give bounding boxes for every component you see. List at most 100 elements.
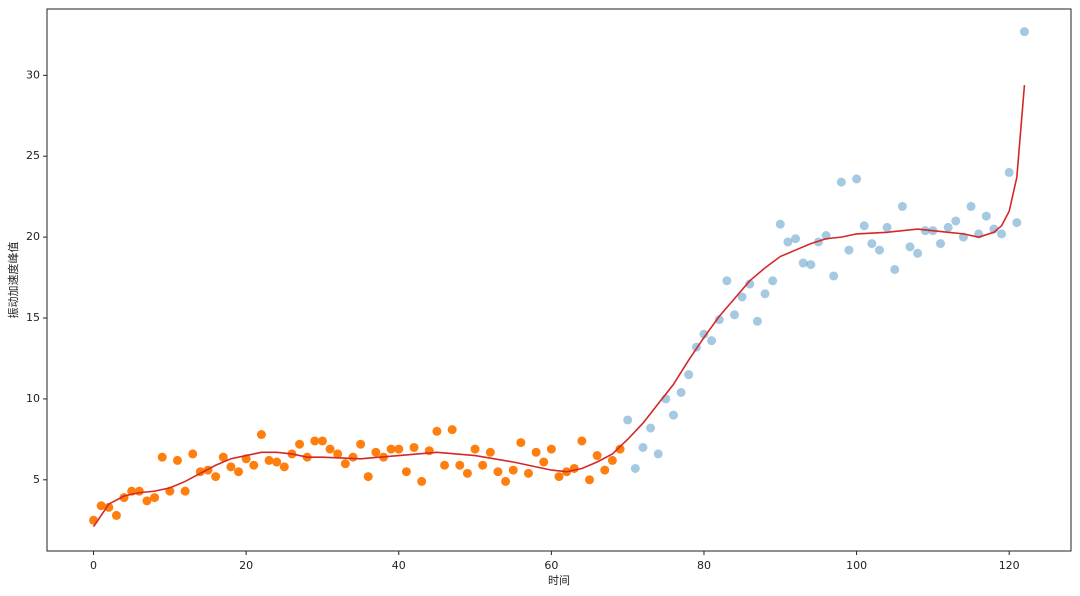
scatter-point xyxy=(737,292,747,302)
scatter-point xyxy=(333,449,343,459)
scatter-point xyxy=(501,476,511,486)
scatter-point xyxy=(783,237,793,247)
scatter-point xyxy=(295,439,305,449)
scatter-point xyxy=(829,271,839,281)
scatter-point xyxy=(638,442,648,452)
scatter-point xyxy=(951,216,961,226)
scatter-point xyxy=(493,467,503,477)
scatter-point xyxy=(317,436,327,446)
scatter-point xyxy=(539,457,549,467)
scatter-point xyxy=(142,496,152,506)
scatter-point xyxy=(714,315,724,325)
scatter-point xyxy=(1019,27,1029,37)
scatter-point xyxy=(546,444,556,454)
scatter-point xyxy=(256,430,266,440)
scatter-point xyxy=(966,201,976,211)
scatter-point xyxy=(729,310,739,320)
scatter-point xyxy=(844,245,854,255)
scatter-point xyxy=(172,455,182,465)
scatter-point xyxy=(745,279,755,289)
scatter-point xyxy=(417,476,427,486)
scatter-point xyxy=(722,276,732,286)
scatter-point xyxy=(867,239,877,249)
scatter-point xyxy=(180,486,190,496)
x-tick-label: 0 xyxy=(90,559,97,572)
scatter-point xyxy=(440,460,450,470)
scatter-point xyxy=(936,239,946,249)
scatter-point xyxy=(585,475,595,485)
x-tick-label: 80 xyxy=(697,559,711,572)
scatter-point xyxy=(264,455,274,465)
scatter-point xyxy=(234,467,244,477)
scatter-point xyxy=(371,447,381,457)
scatter-point xyxy=(859,221,869,231)
fit-line xyxy=(92,84,1026,528)
scatter-point xyxy=(508,465,518,475)
scatter-point xyxy=(997,229,1007,239)
scatter-point xyxy=(485,447,495,457)
scatter-point xyxy=(272,457,282,467)
scatter-point xyxy=(646,423,656,433)
scatter-point xyxy=(310,436,320,446)
scatter-point xyxy=(340,459,350,469)
scatter-point xyxy=(188,449,198,459)
scatter-point xyxy=(592,451,602,461)
scatter-point xyxy=(653,449,663,459)
scatter-point xyxy=(806,260,816,270)
scatter-point xyxy=(157,452,167,462)
scatter-point xyxy=(111,510,121,520)
scatter-point xyxy=(478,460,488,470)
scatter-point xyxy=(981,211,991,221)
scatter-point xyxy=(150,493,160,503)
scatter-point xyxy=(920,226,930,236)
scatter-point xyxy=(569,463,579,473)
scatter-point xyxy=(905,242,915,252)
scatter-point xyxy=(676,387,686,397)
scatter-point xyxy=(852,174,862,184)
scatter-point xyxy=(211,472,221,482)
scatter-point xyxy=(600,465,610,475)
scatter-point xyxy=(798,258,808,268)
scatter-point xyxy=(279,462,289,472)
scatter-point xyxy=(707,336,717,346)
scatter-point xyxy=(554,472,564,482)
scatter-point xyxy=(363,472,373,482)
scatter-point xyxy=(226,462,236,472)
x-tick-label: 120 xyxy=(999,559,1020,572)
scatter-point xyxy=(874,245,884,255)
scatter-point xyxy=(630,463,640,473)
scatter-point xyxy=(577,436,587,446)
scatter-point xyxy=(455,460,465,470)
scatter-point xyxy=(462,468,472,478)
scatter-point xyxy=(386,444,396,454)
scatter-point xyxy=(432,426,442,436)
y-tick-label: 30 xyxy=(26,68,40,81)
scatter-point xyxy=(607,455,617,465)
scatter-point xyxy=(943,222,953,232)
scatter-point xyxy=(897,201,907,211)
scatter-point xyxy=(791,234,801,244)
scatter-point xyxy=(623,415,633,425)
scatter-point xyxy=(913,248,923,258)
scatter-point xyxy=(470,444,480,454)
plot-frame xyxy=(46,8,1072,552)
scatter-point xyxy=(615,444,625,454)
x-tick-label: 100 xyxy=(846,559,867,572)
scatter-point xyxy=(394,444,404,454)
scatter-point xyxy=(775,219,785,229)
scatter-point xyxy=(104,502,114,512)
y-axis-label: 振动加速度峰值 xyxy=(6,242,20,319)
y-tick-label: 10 xyxy=(26,392,40,405)
scatter-point xyxy=(409,442,419,452)
scatter-point xyxy=(760,289,770,299)
scatter-point xyxy=(699,329,709,339)
y-tick-label: 25 xyxy=(26,149,40,162)
x-axis-label: 时间 xyxy=(548,574,570,587)
scatter-point xyxy=(668,410,678,420)
scatter-point xyxy=(1012,218,1022,228)
scatter-point xyxy=(447,425,457,435)
y-tick-label: 5 xyxy=(33,473,40,486)
scatter-point xyxy=(752,316,762,326)
